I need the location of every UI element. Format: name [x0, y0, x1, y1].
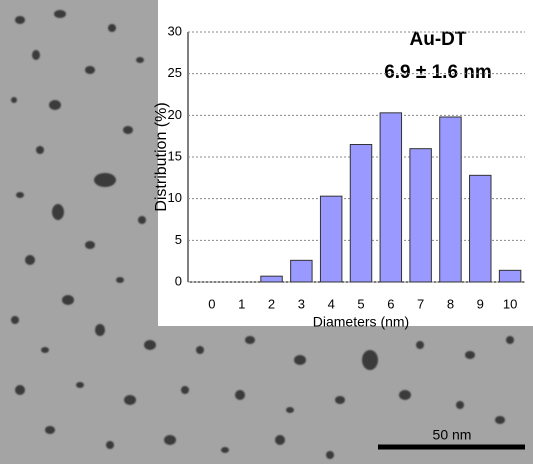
y-tick-label: 5: [175, 232, 182, 247]
nanoparticles: [11, 10, 514, 459]
x-tick-label: 3: [298, 296, 305, 311]
bar: [498, 269, 522, 283]
y-tick-label: 0: [175, 273, 182, 288]
annotation: Au-DT: [410, 29, 467, 50]
x-tick-label: 0: [208, 296, 215, 311]
x-tick-label: 8: [447, 296, 454, 311]
x-tick-label: 7: [417, 296, 424, 311]
y-axis-title: Distribution (%): [153, 102, 170, 211]
x-tick-label: 2: [268, 296, 275, 311]
bar: [319, 195, 343, 283]
bar: [469, 174, 492, 283]
bar: [349, 144, 373, 283]
y-tick-label: 20: [168, 107, 182, 122]
x-tick-label: 1: [238, 296, 245, 311]
y-tick-label: 10: [168, 190, 182, 205]
x-axis-title: Diameters (nm): [313, 314, 409, 330]
bar: [379, 112, 403, 283]
y-tick-label: 15: [168, 148, 182, 163]
annotation: 6.9 ± 1.6 nm: [384, 62, 492, 83]
bar: [439, 116, 462, 283]
x-tick-label: 6: [387, 296, 394, 311]
x-tick-label: 4: [328, 296, 335, 311]
bar: [260, 275, 283, 283]
bar: [409, 148, 432, 283]
y-tick-label: 30: [168, 23, 182, 38]
bar: [290, 259, 313, 283]
x-tick-label: 10: [503, 296, 517, 311]
x-tick-label: 9: [477, 296, 484, 311]
x-tick-label: 5: [357, 296, 364, 311]
scale-bar-label: 50 nm: [433, 427, 472, 443]
y-tick-label: 25: [168, 65, 182, 80]
